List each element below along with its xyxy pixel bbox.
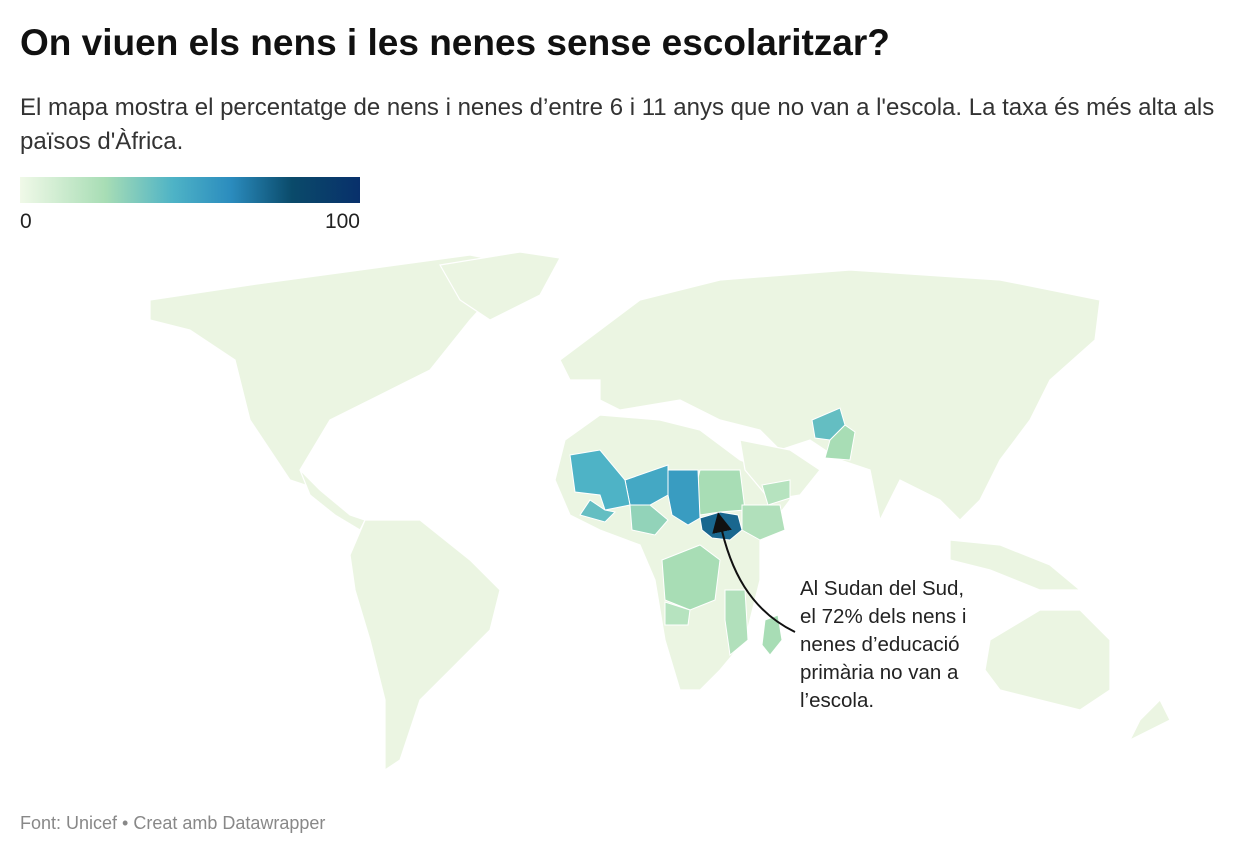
- north-america: [149, 254, 522, 491]
- annotation: Al Sudan del Sud, el 72% dels nens i nen…: [800, 577, 967, 712]
- new-zealand: [1128, 698, 1171, 742]
- region: [661, 544, 721, 611]
- greenland: [439, 251, 561, 321]
- region: [629, 504, 669, 536]
- australia: [984, 609, 1111, 711]
- annotation-arrow: [712, 512, 796, 633]
- southeast-asia: [949, 539, 1082, 591]
- region: [694, 469, 746, 516]
- legend-max: 100: [325, 210, 360, 233]
- footer: Font: Unicef • Creat amb Datawrapper: [20, 813, 326, 833]
- eurasia: [559, 269, 1101, 522]
- region: [824, 424, 856, 461]
- region: [664, 601, 691, 626]
- subtitle: El mapa mostra el percentatge de nens i …: [20, 94, 1215, 155]
- land: [149, 251, 1171, 772]
- legend-scale: [20, 177, 360, 203]
- arabia: [739, 439, 821, 501]
- region: [741, 504, 786, 541]
- region: [724, 589, 749, 656]
- region: [579, 499, 617, 523]
- south-america: [349, 519, 501, 772]
- regions: [569, 407, 856, 656]
- map: 0 100: [20, 177, 1171, 772]
- region: [569, 449, 631, 511]
- central-america: [299, 469, 366, 531]
- title: On viuen els nens i les nenes sense esco…: [20, 22, 890, 63]
- region: [761, 614, 783, 656]
- region: [761, 479, 791, 506]
- legend-min: 0: [20, 210, 32, 233]
